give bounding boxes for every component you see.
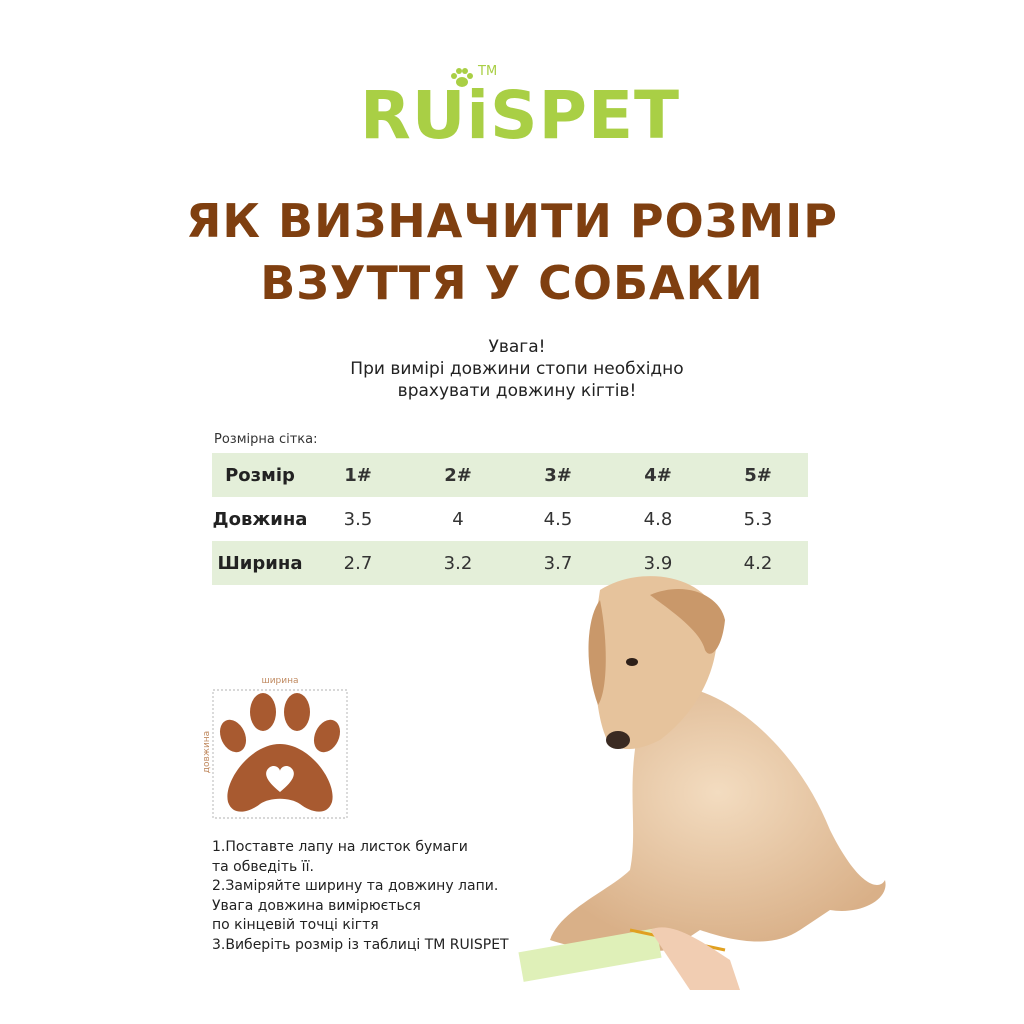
cell: 3.2 <box>408 541 508 585</box>
size-table: Розмір 1# 2# 3# 4# 5# Довжина 3.5 4 4.5 … <box>212 453 808 585</box>
cell: 4 <box>452 508 464 530</box>
page-title: ЯК ВИЗНАЧИТИ РОЗМІР ВЗУТТЯ У СОБАКИ <box>0 190 1024 314</box>
cell: 3.7 <box>508 541 608 585</box>
header-cell: 4# <box>608 453 708 497</box>
cell: 4.8 <box>643 508 673 530</box>
table-header-row: Розмір 1# 2# 3# 4# 5# <box>212 453 808 497</box>
header-cell: 2# <box>408 453 508 497</box>
paw-diagram: ширина довжина <box>195 672 355 822</box>
header-cell: 5# <box>708 453 808 497</box>
row-label: Довжина <box>212 508 308 530</box>
puppy-photo <box>500 570 900 990</box>
paw-logo-icon <box>451 68 473 87</box>
instructions: 1.Поставте лапу на листок бумаги та обве… <box>212 838 509 955</box>
row-label: Ширина <box>212 541 308 585</box>
notice-line: Увага! <box>488 337 546 357</box>
cell: 4.5 <box>543 508 573 530</box>
cell: 4.2 <box>708 541 808 585</box>
instruction-line: 1.Поставте лапу на листок бумаги <box>212 839 468 855</box>
header-cell: 1# <box>308 453 408 497</box>
instruction-line: по кінцевій точці кігтя <box>212 917 379 933</box>
width-label: ширина <box>261 676 298 686</box>
cell: 2.7 <box>308 541 408 585</box>
title-line-2: ВЗУТТЯ У СОБАКИ <box>260 256 764 310</box>
notice-line: При вимірі довжини стопи необхідно <box>350 359 684 379</box>
logo-text: RUiSPET <box>360 77 681 154</box>
cell: 3.5 <box>343 508 373 530</box>
cell: 5.3 <box>743 508 773 530</box>
notice: Увага! При вимірі довжини стопи необхідн… <box>0 336 1024 402</box>
notice-line: врахувати довжину кігтів! <box>397 381 637 401</box>
puppy-image <box>518 576 886 990</box>
instruction-line: 2.Заміряйте ширину та довжину лапи. <box>212 878 499 894</box>
instruction-line: Увага довжина вимірюється <box>212 897 421 914</box>
title-line-1: ЯК ВИЗНАЧИТИ РОЗМІР <box>185 194 839 248</box>
table-row-length: Довжина 3.5 4 4.5 4.8 5.3 <box>212 497 808 541</box>
size-grid-label: Розмірна сітка: <box>214 432 318 447</box>
paw-icon: ширина довжина <box>202 676 348 819</box>
header-cell: Розмір <box>212 453 308 497</box>
instruction-line: 3.Виберіть розмір із таблиці ТМ RUISPET <box>212 936 509 953</box>
length-label: довжина <box>202 731 212 773</box>
instruction-line: та обведіть її. <box>212 858 314 875</box>
trademark: TM <box>478 64 498 79</box>
ruispet-logo: TM RUiSPET <box>360 64 679 154</box>
header-cell: 3# <box>508 453 608 497</box>
